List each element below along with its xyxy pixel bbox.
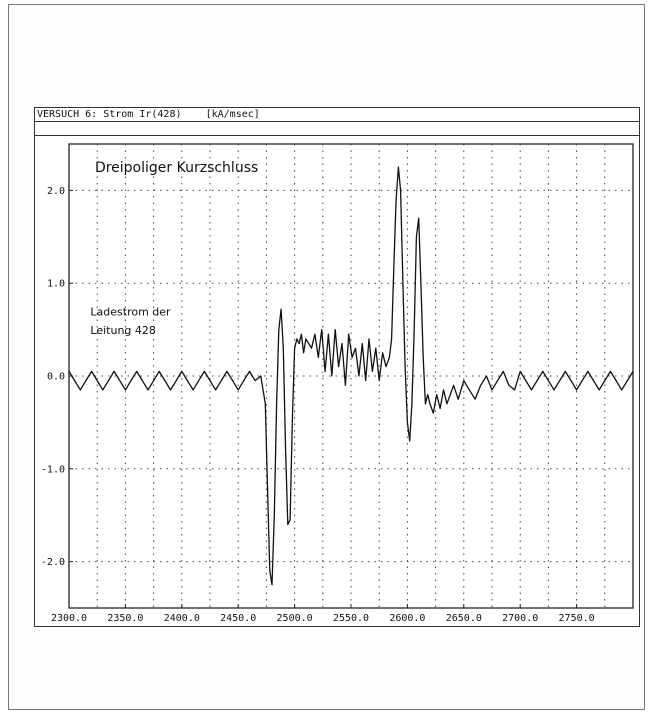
x-tick-label: 2550.0: [333, 613, 369, 624]
y-tick-label: -1.0: [41, 464, 65, 475]
y-tick-label: 0.0: [47, 372, 65, 383]
x-tick-label: 2300.0: [51, 613, 87, 624]
chart-subheader: [35, 122, 639, 136]
chart-frame: VERSUCH 6: Strom Ir(428) [kA/msec] 2300.…: [34, 107, 640, 627]
chart-header-units: [kA/msec]: [205, 109, 260, 120]
chart-header: VERSUCH 6: Strom Ir(428) [kA/msec]: [35, 108, 639, 122]
y-tick-label: 1.0: [47, 279, 65, 290]
x-tick-label: 2350.0: [107, 613, 143, 624]
y-tick-label: -2.0: [41, 557, 65, 568]
x-tick-label: 2450.0: [220, 613, 256, 624]
annotation-label: Leitung 428: [90, 324, 156, 337]
x-tick-label: 2500.0: [277, 613, 313, 624]
annotation-title: Dreipoliger Kurzschluss: [95, 160, 258, 176]
chart-header-title: VERSUCH 6: Strom Ir(428): [37, 109, 182, 120]
x-tick-label: 2650.0: [446, 613, 482, 624]
x-tick-label: 2700.0: [502, 613, 538, 624]
y-tick-label: 2.0: [47, 186, 65, 197]
series-line: [68, 166, 634, 586]
annotation-label: Ladestrom der: [90, 306, 171, 319]
plot-area: 2300.0 2350.0 2400.0 2450.0 2500.0 2550.0 2600…: [41, 143, 634, 624]
x-tick-label: 2600.0: [389, 613, 425, 624]
x-tick-label: 2750.0: [559, 613, 595, 624]
x-tick-label: 2400.0: [164, 613, 200, 624]
